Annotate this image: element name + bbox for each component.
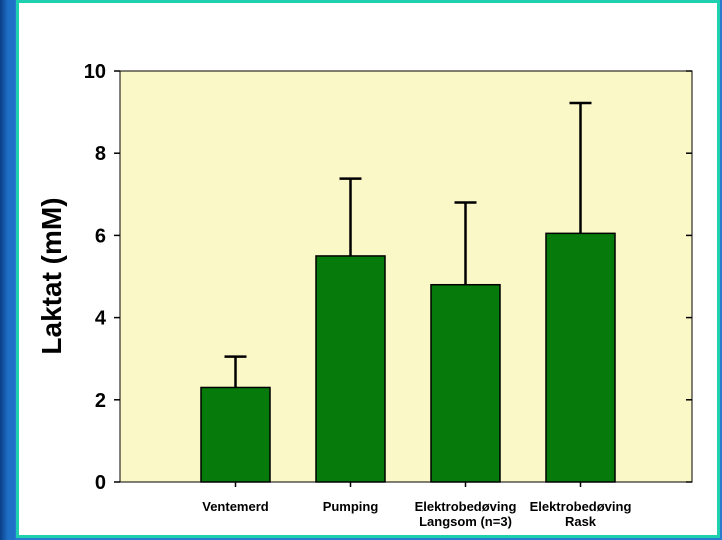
bar	[545, 232, 616, 483]
y-tick-label: 8	[95, 143, 106, 165]
x-tick-label: Pumping	[323, 499, 379, 514]
bar	[200, 386, 271, 483]
bar	[430, 283, 501, 483]
x-tick-label: Ventemerd	[202, 499, 269, 514]
y-axis-title: Laktat (mM)	[36, 197, 67, 354]
x-tick-label: Rask	[565, 514, 597, 529]
x-tick-label: Elektrobedøving	[530, 499, 632, 514]
y-tick-label: 0	[95, 472, 106, 494]
y-tick-label: 4	[95, 308, 107, 330]
bar	[315, 255, 386, 483]
y-tick-label: 2	[95, 390, 106, 412]
plot-frame	[119, 70, 693, 483]
y-tick-label: 6	[95, 225, 106, 247]
x-tick-label: Elektrobedøving	[415, 499, 517, 514]
x-tick-label: Langsom (n=3)	[419, 514, 512, 529]
y-tick-label: 10	[84, 61, 106, 83]
